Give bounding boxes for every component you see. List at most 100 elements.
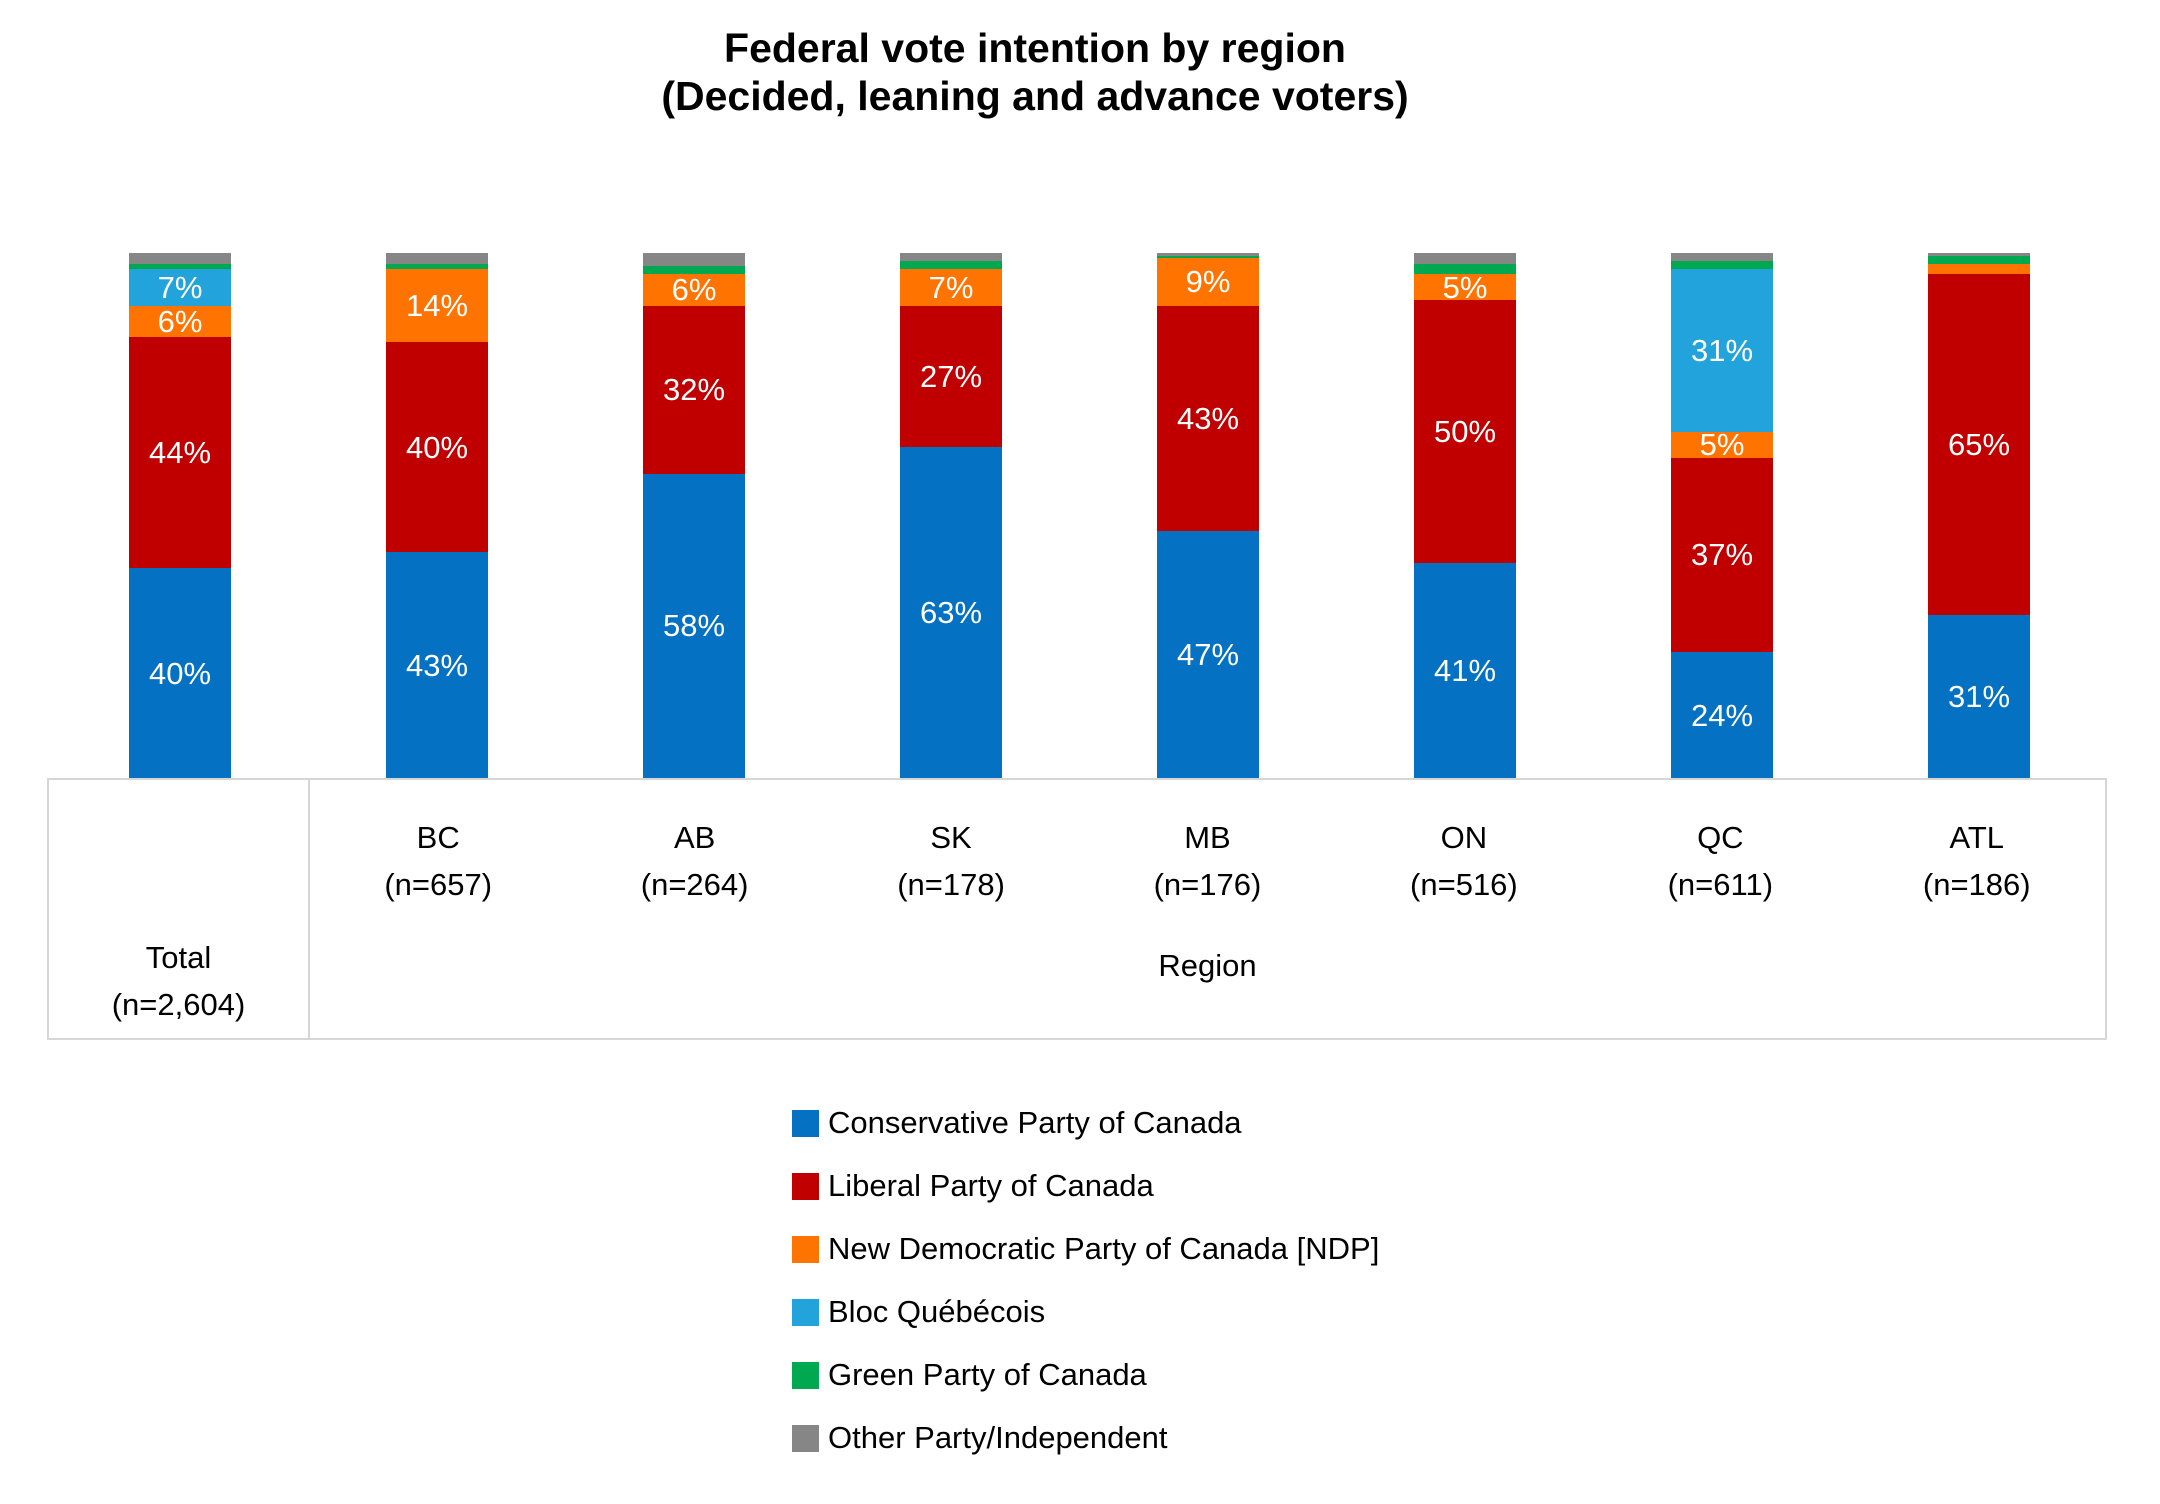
chart-title: Federal vote intention by region (Decide… bbox=[0, 24, 2070, 120]
bar-segment: 31% bbox=[1671, 268, 1773, 432]
bar-segment: 31% bbox=[1928, 615, 2030, 778]
bar-AB: 58% 32% 6% bbox=[643, 253, 745, 778]
bar-value-label: 31% bbox=[1690, 332, 1754, 368]
bar-segment: 27% bbox=[900, 305, 1002, 448]
bar-segment bbox=[643, 253, 745, 267]
legend-item: New Democratic Party of Canada [NDP] bbox=[792, 1218, 1379, 1281]
legend-label: Bloc Québécois bbox=[828, 1294, 1046, 1330]
region-header-ATL: ATL (n=186) bbox=[1849, 814, 2105, 908]
bar-segment: 63% bbox=[900, 447, 1002, 778]
bar-value-label: 32% bbox=[662, 372, 726, 407]
bar-segment: 41% bbox=[1414, 562, 1516, 778]
bar-segment bbox=[1671, 260, 1773, 269]
region-header-MB: MB (n=176) bbox=[1079, 814, 1335, 908]
legend-label: Green Party of Canada bbox=[828, 1357, 1147, 1393]
legend-item: Bloc Québécois bbox=[792, 1281, 1379, 1344]
region-header-BC: BC (n=657) bbox=[310, 814, 566, 908]
bar-value-label: 7% bbox=[157, 269, 203, 305]
bar-segment: 44% bbox=[129, 337, 231, 568]
legend-swatch-icon bbox=[792, 1110, 819, 1137]
bar-segment bbox=[1928, 253, 2030, 256]
bar-segment bbox=[386, 263, 488, 269]
bar-segment bbox=[643, 266, 745, 274]
bar-segment bbox=[1928, 255, 2030, 264]
region-code: QC bbox=[1697, 820, 1744, 855]
bar-segment bbox=[386, 253, 488, 264]
bar-value-label: 40% bbox=[148, 655, 212, 691]
bar-segment: 9% bbox=[1157, 258, 1259, 306]
bar-ATL: 31% 65% bbox=[1928, 253, 2030, 778]
bar-segment bbox=[1414, 253, 1516, 264]
bar-value-label: 24% bbox=[1690, 697, 1754, 733]
bar-segment: 7% bbox=[900, 268, 1002, 306]
legend-label: Conservative Party of Canada bbox=[828, 1105, 1242, 1141]
bar-value-label: 5% bbox=[1699, 427, 1745, 463]
bar-value-label: 40% bbox=[405, 429, 469, 465]
bar-value-label: 7% bbox=[928, 269, 974, 305]
region-sample-size: (n=264) bbox=[640, 867, 749, 902]
bar-segment: 32% bbox=[643, 305, 745, 474]
region-sample-size: (n=176) bbox=[1153, 867, 1262, 902]
region-code: MB bbox=[1184, 820, 1231, 855]
bar-value-label: 41% bbox=[1433, 652, 1497, 688]
legend-label: Liberal Party of Canada bbox=[828, 1168, 1154, 1204]
region-sample-size: (n=178) bbox=[897, 867, 1005, 902]
bar-segment: 65% bbox=[1928, 274, 2030, 616]
region-header-SK: SK (n=178) bbox=[823, 814, 1079, 908]
bar-segment: 40% bbox=[386, 342, 488, 553]
bar-ON: 41% 50% 5% bbox=[1414, 253, 1516, 778]
bar-value-label: 44% bbox=[148, 435, 212, 470]
bar-segment: 43% bbox=[386, 552, 488, 778]
legend-swatch-icon bbox=[792, 1425, 819, 1452]
bar-value-label: 47% bbox=[1176, 637, 1240, 673]
chart-title-line1: Federal vote intention by region bbox=[724, 25, 1346, 71]
total-label: Total bbox=[145, 940, 212, 975]
legend-label: Other Party/Independent bbox=[828, 1420, 1168, 1456]
legend-label: New Democratic Party of Canada [NDP] bbox=[828, 1231, 1380, 1267]
bar-value-label: 31% bbox=[1947, 679, 2011, 715]
bar-value-label: 58% bbox=[662, 608, 726, 644]
legend-item: Liberal Party of Canada bbox=[792, 1155, 1379, 1218]
region-sample-size: (n=657) bbox=[384, 867, 493, 902]
bar-segment: 37% bbox=[1671, 457, 1773, 652]
legend-item: Other Party/Independent bbox=[792, 1407, 1379, 1470]
legend: Conservative Party of Canada Liberal Part… bbox=[792, 1092, 1379, 1470]
region-header-ON: ON (n=516) bbox=[1336, 814, 1592, 908]
bar-segment bbox=[1414, 263, 1516, 274]
region-code: BC bbox=[416, 820, 460, 855]
chart-title-line2: (Decided, leaning and advance voters) bbox=[661, 73, 1409, 119]
bar-MB: 47% 43% 9% bbox=[1157, 253, 1259, 778]
bar-segment: 58% bbox=[643, 473, 745, 778]
region-sample-size: (n=516) bbox=[1410, 867, 1518, 902]
bar-value-label: 5% bbox=[1442, 269, 1488, 305]
bar-value-label: 6% bbox=[157, 303, 203, 339]
bar-segment: 43% bbox=[1157, 305, 1259, 532]
bar-value-label: 14% bbox=[405, 288, 469, 323]
legend-item: Green Party of Canada bbox=[792, 1344, 1379, 1407]
bar-value-label: 6% bbox=[671, 272, 717, 308]
total-sublabel: (n=2,604) bbox=[111, 987, 246, 1022]
region-code: ON bbox=[1440, 820, 1488, 855]
legend-swatch-icon bbox=[792, 1299, 819, 1326]
bar-segment bbox=[1157, 253, 1259, 256]
bar-segment bbox=[1157, 255, 1259, 259]
legend-item: Conservative Party of Canada bbox=[792, 1092, 1379, 1155]
bar-value-label: 37% bbox=[1690, 537, 1754, 573]
legend-swatch-icon bbox=[792, 1173, 819, 1200]
bar-segment: 50% bbox=[1414, 300, 1516, 563]
bar-segment bbox=[129, 253, 231, 264]
region-code: ATL bbox=[1949, 820, 2005, 855]
region-headers: BC (n=657) AB (n=264) SK (n=178) MB (n=176) ON (n… bbox=[310, 814, 2105, 908]
legend-swatch-icon bbox=[792, 1362, 819, 1389]
bar-value-label: 63% bbox=[919, 595, 983, 631]
bar-segment bbox=[129, 263, 231, 269]
bar-segment: 14% bbox=[386, 268, 488, 343]
bar-segment: 47% bbox=[1157, 531, 1259, 778]
legend-swatch-icon bbox=[792, 1236, 819, 1263]
bar-value-label: 9% bbox=[1185, 264, 1231, 300]
bar-segment: 24% bbox=[1671, 652, 1773, 778]
bar-segment: 40% bbox=[129, 568, 231, 778]
region-code: AB bbox=[673, 820, 716, 855]
